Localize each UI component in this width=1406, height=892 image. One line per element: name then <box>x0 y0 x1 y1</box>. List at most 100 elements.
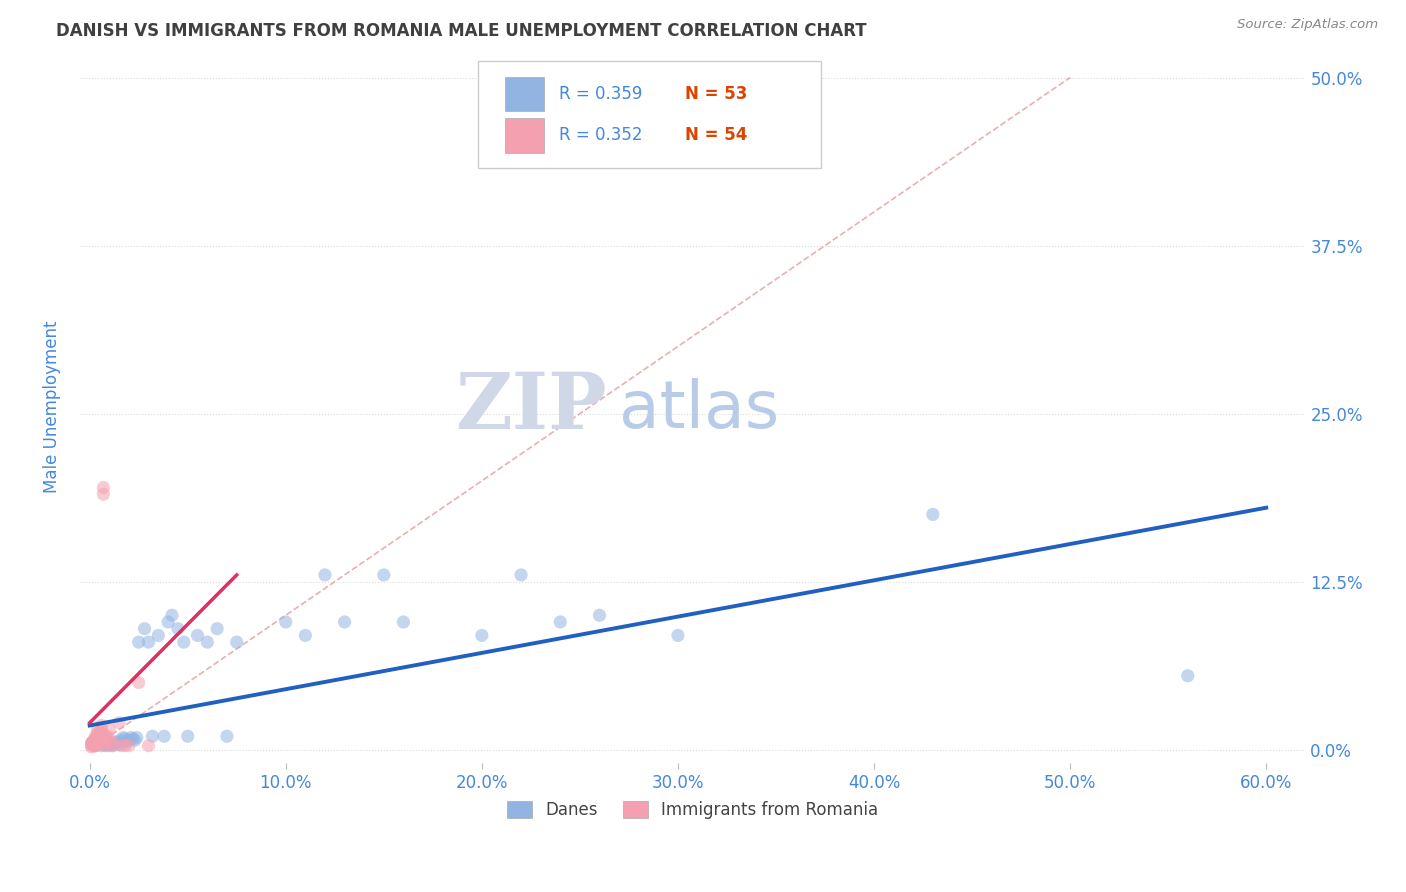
Point <box>115 734 138 748</box>
Text: N = 54: N = 54 <box>685 127 748 145</box>
Point <box>666 628 689 642</box>
Point <box>108 737 131 751</box>
Point <box>110 739 132 753</box>
Point <box>89 729 111 743</box>
Point <box>80 739 103 754</box>
Point <box>118 733 141 747</box>
Text: Source: ZipAtlas.com: Source: ZipAtlas.com <box>1237 18 1378 31</box>
Point <box>84 729 107 743</box>
Point <box>80 736 103 750</box>
Point <box>153 729 176 743</box>
Point <box>1177 669 1199 683</box>
Point <box>588 608 610 623</box>
Point <box>114 739 136 753</box>
Point <box>83 733 105 747</box>
Point <box>93 737 115 751</box>
Point <box>186 628 208 642</box>
Text: DANISH VS IMMIGRANTS FROM ROMANIA MALE UNEMPLOYMENT CORRELATION CHART: DANISH VS IMMIGRANTS FROM ROMANIA MALE U… <box>56 22 868 40</box>
Point <box>225 635 247 649</box>
Point <box>84 739 107 753</box>
Point <box>125 731 148 745</box>
Point <box>120 731 142 745</box>
Point <box>86 736 108 750</box>
Point <box>90 734 112 748</box>
Point <box>83 734 105 748</box>
Point <box>141 729 163 743</box>
Point <box>333 615 356 629</box>
Point <box>90 723 112 737</box>
Point <box>105 734 128 748</box>
Point <box>274 615 297 629</box>
Point <box>124 733 146 747</box>
Point <box>108 715 131 730</box>
Text: ZIP: ZIP <box>456 369 607 445</box>
Point <box>98 731 121 746</box>
Point <box>215 729 238 743</box>
Point <box>90 718 112 732</box>
Point <box>86 737 108 751</box>
Point <box>100 739 122 753</box>
Point <box>89 731 111 746</box>
Point <box>111 731 134 745</box>
Point <box>138 739 160 753</box>
Point <box>90 739 112 753</box>
Point <box>83 734 105 748</box>
Point <box>90 731 112 746</box>
Point <box>373 568 395 582</box>
Point <box>84 731 107 746</box>
Point <box>94 729 117 743</box>
Point <box>90 729 112 743</box>
Point <box>118 739 141 753</box>
Point <box>104 736 127 750</box>
Point <box>94 734 117 748</box>
Point <box>103 736 125 750</box>
Point <box>98 736 121 750</box>
Point <box>205 622 228 636</box>
Point <box>84 734 107 748</box>
Point <box>86 723 108 737</box>
Point <box>93 736 115 750</box>
Point <box>160 608 183 623</box>
Point <box>110 733 132 747</box>
Point <box>80 737 103 751</box>
Point <box>86 731 108 745</box>
Text: R = 0.359: R = 0.359 <box>560 85 643 103</box>
Point <box>157 615 180 629</box>
Point <box>195 635 218 649</box>
Point <box>89 733 111 747</box>
Point <box>96 729 118 743</box>
Point <box>94 731 117 746</box>
Text: atlas: atlas <box>619 378 779 442</box>
Point <box>84 737 107 751</box>
Point <box>86 726 108 740</box>
Point <box>93 487 115 501</box>
Text: R = 0.352: R = 0.352 <box>560 127 643 145</box>
Point <box>510 568 533 582</box>
Point <box>134 622 156 636</box>
FancyBboxPatch shape <box>478 62 821 169</box>
Point <box>173 635 195 649</box>
Point <box>94 739 117 753</box>
Point <box>128 675 150 690</box>
Point <box>148 628 170 642</box>
Point <box>84 739 107 753</box>
Point <box>114 731 136 746</box>
Point <box>83 739 105 753</box>
Point <box>471 628 494 642</box>
Point <box>93 481 115 495</box>
Point <box>100 737 122 751</box>
Point <box>90 726 112 740</box>
Point <box>89 733 111 747</box>
Point <box>86 737 108 751</box>
Point <box>84 736 107 750</box>
Point <box>314 568 336 582</box>
Point <box>86 734 108 748</box>
Y-axis label: Male Unemployment: Male Unemployment <box>44 320 60 493</box>
Point <box>121 731 143 746</box>
Point <box>89 726 111 740</box>
Point <box>167 622 190 636</box>
Point <box>80 736 103 750</box>
Point <box>103 739 125 753</box>
Point <box>128 635 150 649</box>
Point <box>138 635 160 649</box>
